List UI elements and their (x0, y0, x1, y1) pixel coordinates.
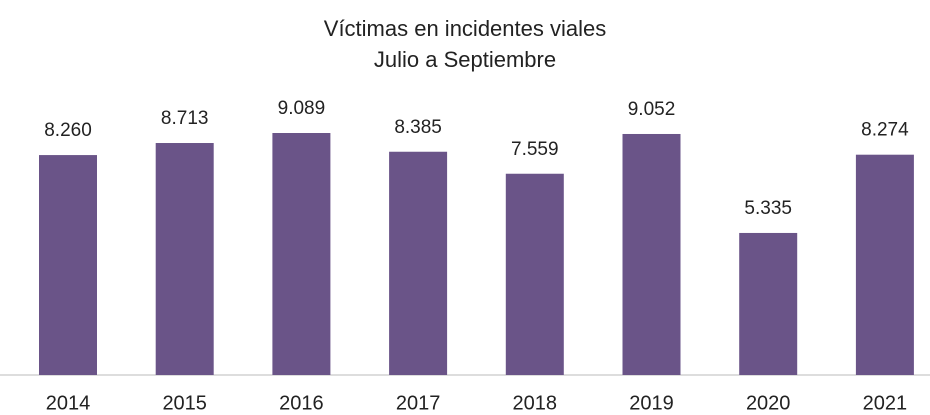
data-label: 8.274 (861, 120, 909, 141)
data-label: 8.385 (394, 117, 442, 138)
chart-subtitle: Julio a Septiembre (374, 47, 556, 72)
bar (39, 155, 97, 375)
data-label: 9.052 (628, 99, 676, 120)
x-tick-label: 2014 (46, 392, 91, 414)
chart-title: Víctimas en incidentes viales (324, 16, 606, 41)
x-tick-label: 2017 (396, 392, 441, 414)
bar (622, 133, 681, 375)
data-label: 5.335 (744, 198, 792, 219)
x-tick-label: 2016 (279, 392, 324, 414)
bar (155, 143, 214, 375)
data-label: 8.713 (161, 108, 209, 129)
data-label: 7.559 (511, 139, 559, 160)
bar (739, 232, 798, 375)
x-tick-label: 2021 (863, 392, 908, 414)
bar (855, 154, 914, 375)
bar (272, 133, 331, 375)
data-label: 9.089 (278, 98, 326, 119)
bar (505, 173, 564, 375)
x-tick-label: 2015 (162, 392, 207, 414)
x-tick-label: 2019 (629, 392, 674, 414)
x-tick-label: 2020 (746, 392, 791, 414)
bar (389, 151, 448, 375)
data-label: 8.260 (44, 120, 92, 141)
x-tick-label: 2018 (513, 392, 558, 414)
